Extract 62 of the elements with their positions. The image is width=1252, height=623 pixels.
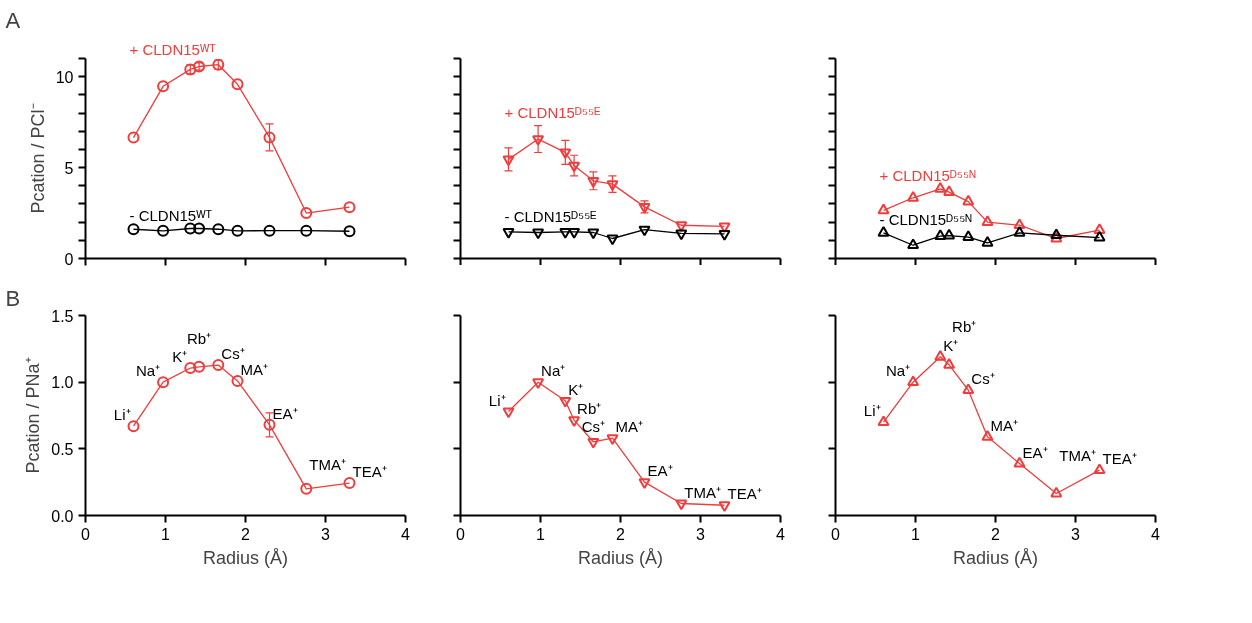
annotation: Na⁺ bbox=[885, 362, 911, 380]
x-tick-label: 0 bbox=[831, 525, 841, 543]
x-tick-label: 1 bbox=[161, 525, 171, 543]
series-label: + CLDN15ᴰ⁵⁵ᴺ bbox=[879, 166, 977, 184]
annotation: TEA⁺ bbox=[1102, 450, 1137, 468]
annotation: K⁺ bbox=[172, 348, 188, 366]
annotation: TMA⁺ bbox=[684, 483, 721, 501]
annotation: Na⁺ bbox=[135, 362, 161, 380]
annotation: TEA⁺ bbox=[727, 485, 762, 503]
chart-title: A bbox=[5, 7, 21, 33]
annotation: EA⁺ bbox=[647, 462, 673, 480]
x-tick-label: 2 bbox=[241, 525, 251, 543]
annotation: EA⁺ bbox=[272, 404, 298, 422]
x-tick-label: 2 bbox=[616, 525, 626, 543]
annotation: Li⁺ bbox=[113, 406, 131, 424]
x-tick-label: 4 bbox=[776, 525, 786, 543]
annotation: MA⁺ bbox=[240, 360, 268, 378]
y-tick-label: 1.0 bbox=[51, 374, 74, 392]
series-label: - CLDN15ᴰ⁵⁵ᴱ bbox=[504, 207, 597, 225]
x-tick-label: 3 bbox=[696, 525, 706, 543]
y-tick-label: 0.5 bbox=[51, 440, 74, 458]
x-tick-label: 1 bbox=[536, 525, 546, 543]
x-tick-label: 4 bbox=[1151, 525, 1161, 543]
x-tick-label: 3 bbox=[321, 525, 331, 543]
annotation: Rb⁺ bbox=[952, 317, 977, 335]
annotation: Li⁺ bbox=[488, 391, 506, 409]
series-label: - CLDN15ᴰ⁵⁵ᴺ bbox=[879, 210, 973, 228]
annotation: Li⁺ bbox=[863, 402, 881, 420]
annotation: TMA⁺ bbox=[309, 455, 346, 473]
chart-title: B bbox=[5, 285, 21, 311]
y-tick-label: 0 bbox=[64, 250, 74, 268]
y-axis-title: Pcation / PCl⁻ bbox=[27, 103, 48, 214]
y-tick-label: 5 bbox=[64, 159, 74, 177]
x-axis-title: Radius (Å) bbox=[952, 547, 1039, 568]
x-tick-label: 0 bbox=[81, 525, 91, 543]
annotation: K⁺ bbox=[568, 380, 584, 398]
x-axis-title: Radius (Å) bbox=[577, 547, 664, 568]
y-tick-label: 1.5 bbox=[51, 307, 74, 325]
annotation: Rb⁺ bbox=[577, 400, 602, 418]
series-label: + CLDN15ᵂᵀ bbox=[129, 40, 217, 58]
x-tick-label: 2 bbox=[991, 525, 1001, 543]
y-axis-title: Pcation / PNa⁺ bbox=[23, 357, 44, 474]
annotation: Cs⁺ bbox=[581, 417, 605, 435]
x-axis-title: Radius (Å) bbox=[202, 547, 289, 568]
annotation: Cs⁺ bbox=[971, 370, 995, 388]
x-tick-label: 1 bbox=[911, 525, 921, 543]
series-label: - CLDN15ᵂᵀ bbox=[129, 206, 213, 224]
annotation: K⁺ bbox=[943, 336, 959, 354]
x-tick-label: 0 bbox=[456, 525, 466, 543]
annotation: Rb⁺ bbox=[187, 329, 212, 347]
annotation: TEA⁺ bbox=[352, 463, 387, 481]
x-tick-label: 4 bbox=[401, 525, 411, 543]
x-tick-label: 3 bbox=[1071, 525, 1081, 543]
series-label: + CLDN15ᴰ⁵⁵ᴱ bbox=[504, 103, 601, 121]
annotation: TMA⁺ bbox=[1059, 446, 1096, 464]
annotation: Na⁺ bbox=[541, 362, 566, 380]
annotation: Cs⁺ bbox=[221, 345, 245, 363]
annotation: MA⁺ bbox=[615, 418, 643, 436]
annotation: MA⁺ bbox=[990, 416, 1018, 434]
y-tick-label: 10 bbox=[55, 68, 74, 86]
annotation: EA⁺ bbox=[1022, 443, 1048, 461]
y-tick-label: 0.0 bbox=[51, 507, 74, 525]
